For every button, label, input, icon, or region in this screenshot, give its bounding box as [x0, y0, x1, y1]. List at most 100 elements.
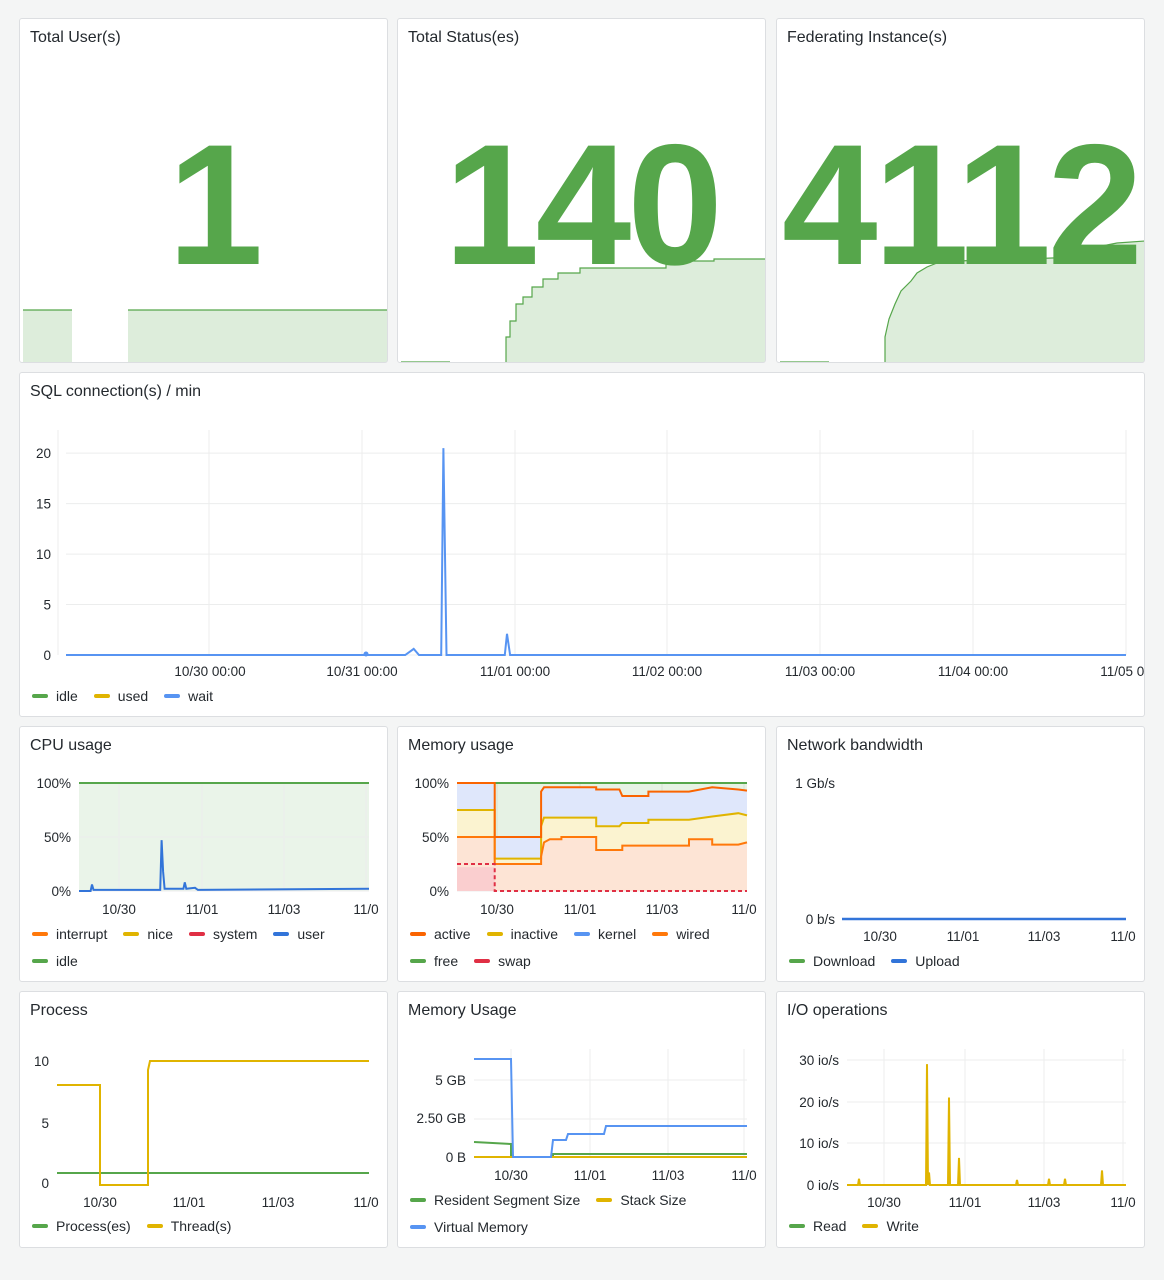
legend-item[interactable]: wired — [652, 926, 710, 942]
legend-label: inactive — [510, 925, 559, 942]
panel-title: Process — [30, 1002, 88, 1019]
panel-title: Memory usage — [408, 737, 514, 754]
legend-label: Read — [813, 1217, 847, 1234]
x-tick-label: 11/0 — [1110, 929, 1135, 944]
legend-swatch — [474, 958, 491, 963]
series-wait — [66, 448, 1126, 656]
stat-panel-total-users[interactable]: Total User(s) 1 — [19, 18, 388, 363]
panel-network-bandwidth[interactable]: Network bandwidth 0 b/s 1 Gb/s 10/30 11/01 1… — [776, 726, 1145, 982]
legend-item[interactable]: used — [93, 688, 148, 704]
x-tick-label: 11/02 00:00 — [632, 664, 702, 679]
legend-item[interactable]: interrupt — [32, 926, 107, 942]
legend-item[interactable]: active — [410, 926, 471, 942]
cpu-usage-chart[interactable]: 0% 50% 100% 10/30 11/01 11/03 11/0 — [20, 727, 388, 922]
legend-item[interactable]: wait — [164, 688, 213, 704]
panel-process[interactable]: Process 0 5 10 10/30 11/01 11/03 11/0 Process(… — [19, 991, 388, 1248]
legend-item[interactable]: inactive — [486, 925, 559, 942]
legend-item[interactable]: free — [410, 953, 458, 969]
y-tick-label: 0 — [43, 648, 51, 663]
process-memory-chart[interactable]: 0 B 2.50 GB 5 GB 10/30 11/01 11/03 11/0 — [398, 992, 766, 1188]
network-bandwidth-chart[interactable]: 0 b/s 1 Gb/s 10/30 11/01 11/03 11/0 — [777, 727, 1145, 952]
x-tick-label: 11/01 — [947, 929, 980, 944]
legend-row: interrupt nice system user — [32, 920, 325, 947]
x-tick-label: 11/01 00:00 — [480, 664, 550, 679]
legend-item[interactable]: Upload — [891, 953, 960, 969]
legend-item[interactable]: Resident Segment Size — [410, 1192, 580, 1208]
x-tick-label: 11/04 00:00 — [938, 664, 1008, 679]
panel-title: CPU usage — [30, 737, 112, 754]
x-tick-label: 10/30 — [83, 1195, 117, 1210]
legend-item[interactable]: nice — [123, 926, 173, 942]
legend-item[interactable]: Process(es) — [32, 1218, 131, 1234]
panel-title: I/O operations — [787, 1002, 888, 1019]
legend-label: interrupt — [56, 925, 108, 942]
io-operations-chart[interactable]: 0 io/s 10 io/s 20 io/s 30 io/s 10/30 11/01 11/… — [777, 992, 1145, 1214]
y-tick-label: 1 Gb/s — [795, 776, 835, 791]
legend-item[interactable]: idle — [32, 953, 78, 969]
legend: active inactive kernel wired free swap — [410, 920, 710, 974]
legend-item[interactable]: system — [189, 926, 257, 942]
legend-swatch — [891, 958, 908, 963]
sparkline-federating-instances — [780, 240, 1144, 362]
panel-memory-usage[interactable]: Memory usage 0% 50% 100% 10/30 11/01 11/03 11/… — [397, 726, 766, 982]
legend-row: Resident Segment Size Stack Size — [410, 1186, 686, 1213]
panel-io-operations[interactable]: I/O operations 0 io/s 10 io/s 20 io/s 30 io… — [776, 991, 1145, 1248]
legend-item[interactable]: Thread(s) — [146, 1218, 231, 1234]
legend-swatch — [574, 931, 591, 936]
x-tick-label: 11/05 00 — [1100, 664, 1145, 679]
legend-item[interactable]: Write — [862, 1218, 919, 1234]
y-tick-label: 0 — [41, 1176, 49, 1191]
process-chart[interactable]: 0 5 10 10/30 11/01 11/03 11/0 — [20, 992, 388, 1214]
legend-label: kernel — [598, 925, 637, 942]
spark-area — [23, 310, 72, 362]
x-tick-label: 11/03 — [262, 1195, 295, 1210]
legend: idle used wait — [32, 682, 213, 709]
area-kernel — [457, 783, 747, 859]
x-tick-label: 11/03 00:00 — [785, 664, 855, 679]
stat-panel-total-statuses[interactable]: Total Status(es) 140 — [397, 18, 766, 363]
legend-item[interactable]: Virtual Memory — [410, 1219, 528, 1235]
legend-label: free — [434, 952, 459, 969]
legend-swatch — [273, 931, 290, 936]
y-tick-label: 0% — [51, 884, 71, 899]
spark-line — [780, 240, 1144, 362]
panel-title: SQL connection(s) / min — [30, 383, 202, 400]
legend-item[interactable]: Stack Size — [596, 1192, 686, 1208]
legend-item[interactable]: Download — [789, 953, 875, 969]
legend-item[interactable]: user — [273, 926, 325, 942]
legend-swatch — [789, 1223, 805, 1228]
series-wired — [457, 836, 748, 865]
area-inactive — [457, 810, 747, 864]
legend-swatch — [410, 1197, 426, 1202]
legend-label: Virtual Memory — [434, 1218, 528, 1235]
x-tick-label: 11/01 — [173, 1195, 206, 1210]
legend-item[interactable]: idle — [32, 688, 78, 704]
x-tick-label: 10/30 — [480, 902, 514, 917]
x-tick-label: 11/01 — [574, 1168, 607, 1183]
x-tick-label: 11/03 — [646, 902, 679, 917]
panel-sql-connections[interactable]: SQL connection(s) / min 0 5 10 15 20 10/30 00… — [19, 372, 1145, 717]
series-write — [847, 1064, 1126, 1186]
memory-usage-chart[interactable]: 0% 50% 100% 10/30 11/01 11/03 11/0 — [398, 727, 766, 922]
legend-item[interactable]: swap — [474, 953, 531, 969]
spark-area — [401, 259, 765, 362]
panel-title: Memory Usage — [408, 1002, 517, 1019]
sql-connections-chart[interactable]: 0 5 10 15 20 10/30 00:00 10/31 00:00 11/01 00:0… — [20, 373, 1145, 683]
panel-title: Total Status(es) — [408, 29, 520, 46]
panel-cpu-usage[interactable]: CPU usage 0% 50% 100% 10/30 11/01 11/03 11/0 i… — [19, 726, 388, 982]
legend-label: Process(es) — [56, 1217, 131, 1234]
y-tick-label: 0 b/s — [806, 912, 836, 927]
y-tick-label: 100% — [36, 776, 71, 791]
stat-value: 140 — [444, 109, 723, 301]
series-threads — [57, 1060, 369, 1186]
legend-row: active inactive kernel wired — [410, 920, 710, 947]
stat-panel-federating-instances[interactable]: Federating Instance(s) 4112 — [776, 18, 1145, 363]
legend-item[interactable]: kernel — [574, 926, 636, 942]
legend: Download Upload — [789, 947, 960, 974]
legend-item[interactable]: Read — [789, 1218, 846, 1234]
panel-process-memory-usage[interactable]: Memory Usage 0 B 2.50 GB 5 GB 10/30 11/01 11/… — [397, 991, 766, 1248]
legend-label: idle — [56, 687, 78, 704]
x-tick-label: 11/01 — [186, 902, 219, 917]
x-tick-label: 10/30 — [863, 929, 897, 944]
x-tick-label: 11/01 — [564, 902, 597, 917]
